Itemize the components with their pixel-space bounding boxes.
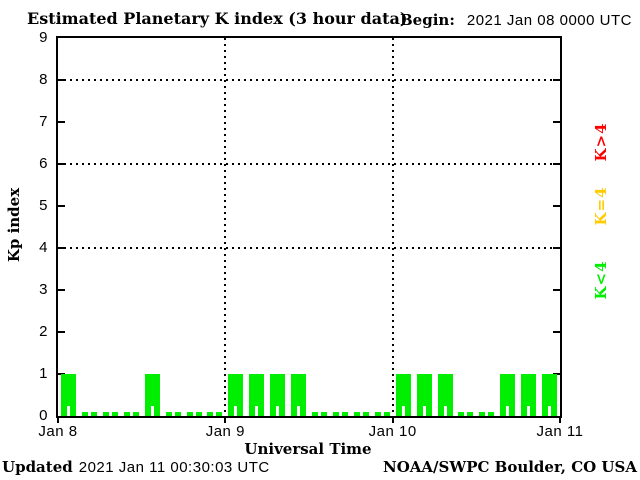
bar-tick-notch bbox=[548, 406, 552, 416]
kp-bar bbox=[542, 374, 558, 416]
x-axis-title: Universal Time bbox=[244, 440, 372, 458]
y-tick-left-5 bbox=[58, 205, 65, 207]
kp-bar bbox=[228, 374, 244, 416]
y-tick-right-4 bbox=[553, 247, 560, 249]
y-tick-label-2: 2 bbox=[39, 323, 48, 340]
kp-bar bbox=[437, 374, 453, 416]
bar-tick-notch bbox=[192, 406, 196, 416]
y-tick-left-3 bbox=[58, 289, 65, 291]
begin-label: Begin: bbox=[400, 11, 455, 29]
bar-tick-notch bbox=[108, 406, 112, 416]
x-day-tick bbox=[391, 418, 394, 423]
bar-tick-notch bbox=[485, 406, 489, 416]
kp-bar bbox=[332, 406, 348, 416]
kp-bar bbox=[207, 406, 223, 416]
updated-timestamp: Updated 2021 Jan 11 00:30:03 UTC bbox=[2, 458, 270, 476]
kp-bar bbox=[353, 406, 369, 416]
bar-tick-notch bbox=[338, 406, 342, 416]
kp-bar bbox=[416, 374, 432, 416]
y-tick-left-4 bbox=[58, 247, 65, 249]
bar-tick-notch bbox=[359, 406, 363, 416]
kp-bar bbox=[291, 374, 307, 416]
kp-bar bbox=[61, 374, 76, 416]
kp-bar bbox=[270, 374, 286, 416]
x-tick-label-jan-10: Jan 10 bbox=[368, 423, 417, 440]
y-tick-right-7 bbox=[553, 121, 560, 123]
bar-tick-notch bbox=[276, 406, 280, 416]
bar-tick-notch bbox=[527, 406, 531, 416]
x-tick-label-jan-8: Jan 8 bbox=[38, 423, 78, 440]
kp-bar bbox=[249, 374, 265, 416]
y-tick-left-8 bbox=[58, 79, 65, 81]
bar-tick-notch bbox=[213, 406, 217, 416]
kp-bar bbox=[521, 374, 537, 416]
x-tick-label-jan-11: Jan 11 bbox=[536, 423, 584, 440]
y-tick-label-7: 7 bbox=[39, 113, 48, 130]
y-tick-label-5: 5 bbox=[39, 197, 48, 214]
legend-item-k-gt-4: K>4 bbox=[592, 122, 610, 162]
y-tick-left-6 bbox=[58, 163, 65, 165]
page-title: Estimated Planetary K index (3 hour data… bbox=[27, 9, 408, 28]
bar-tick-notch bbox=[422, 406, 426, 416]
y-tick-label-3: 3 bbox=[39, 281, 48, 298]
x-day-tick bbox=[559, 418, 561, 423]
y-tick-label-0: 0 bbox=[39, 407, 48, 424]
gridline-y-4 bbox=[58, 247, 560, 249]
kp-bar bbox=[500, 374, 516, 416]
bar-tick-notch bbox=[318, 406, 321, 416]
bar-tick-notch bbox=[150, 406, 154, 416]
updated-value: 2021 Jan 11 00:30:03 UTC bbox=[78, 459, 270, 476]
begin-time: Begin: 2021 Jan 08 0000 UTC bbox=[400, 11, 632, 29]
y-tick-right-3 bbox=[553, 289, 560, 291]
kp-bar bbox=[374, 406, 390, 416]
y-tick-label-9: 9 bbox=[39, 29, 48, 46]
kp-bar bbox=[144, 374, 160, 416]
x-day-tick bbox=[224, 418, 227, 423]
bar-tick-notch bbox=[380, 406, 384, 416]
begin-value: 2021 Jan 08 0000 UTC bbox=[466, 12, 632, 29]
y-tick-label-4: 4 bbox=[39, 239, 48, 256]
bar-tick-notch bbox=[297, 406, 301, 416]
kp-bar bbox=[102, 406, 118, 416]
bar-tick-notch bbox=[401, 406, 405, 416]
gridline-y-8 bbox=[58, 79, 560, 81]
kp-bar bbox=[165, 406, 181, 416]
bar-tick-notch bbox=[129, 406, 133, 416]
x-tick-label-jan-9: Jan 9 bbox=[205, 423, 245, 440]
bar-tick-notch bbox=[67, 406, 70, 416]
bar-tick-notch bbox=[87, 406, 91, 416]
gridline-x-day-1 bbox=[224, 38, 227, 416]
updated-label: Updated bbox=[2, 458, 73, 476]
credit-text: NOAA/SWPC Boulder, CO USA bbox=[382, 458, 637, 476]
kp-bar bbox=[123, 406, 139, 416]
bar-tick-notch bbox=[255, 406, 259, 416]
kp-bar bbox=[186, 406, 202, 416]
y-tick-label-8: 8 bbox=[39, 71, 48, 88]
bar-tick-notch bbox=[443, 406, 447, 416]
gridline-y-6 bbox=[58, 163, 560, 165]
y-tick-left-7 bbox=[58, 121, 65, 123]
bar-tick-notch bbox=[234, 406, 238, 416]
y-tick-right-6 bbox=[553, 163, 560, 165]
y-tick-left-2 bbox=[58, 331, 65, 333]
kp-bar bbox=[312, 406, 327, 416]
kp-bar bbox=[81, 406, 97, 416]
kp-bar bbox=[395, 374, 411, 416]
x-day-tick bbox=[57, 418, 59, 423]
bar-tick-notch bbox=[464, 406, 468, 416]
legend-item-k-lt-4: K<4 bbox=[592, 260, 610, 300]
kp-bar bbox=[479, 406, 495, 416]
y-tick-label-1: 1 bbox=[39, 365, 48, 382]
legend-item-k-eq-4: K=4 bbox=[592, 186, 610, 226]
y-tick-right-5 bbox=[553, 205, 560, 207]
y-tick-right-2 bbox=[553, 331, 560, 333]
y-tick-label-6: 6 bbox=[39, 155, 48, 172]
bar-tick-notch bbox=[171, 406, 175, 416]
bar-tick-notch bbox=[506, 406, 510, 416]
kp-bar bbox=[458, 406, 474, 416]
y-tick-right-8 bbox=[553, 79, 560, 81]
gridline-x-day-2 bbox=[391, 38, 394, 416]
plot-area bbox=[56, 36, 562, 418]
